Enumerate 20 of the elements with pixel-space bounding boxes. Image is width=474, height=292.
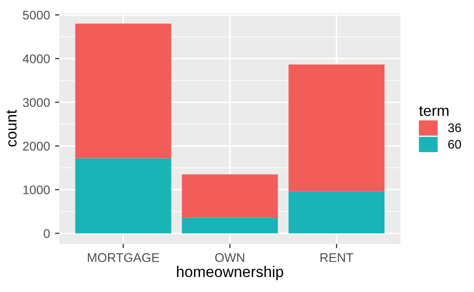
bar xyxy=(182,218,278,234)
x-tick-label: OWN xyxy=(215,253,244,262)
legend-label: 36 xyxy=(448,123,461,132)
bar xyxy=(75,158,172,234)
legend-title: term xyxy=(419,106,448,116)
y-tick-label: 1000 xyxy=(23,185,50,194)
bar xyxy=(288,64,385,192)
y-tick-label: 5000 xyxy=(22,10,50,20)
bar xyxy=(75,24,172,158)
y-tick-label: 3000 xyxy=(22,98,50,107)
x-axis-title: homeownership xyxy=(177,266,284,280)
y-tick-label: 4000 xyxy=(22,54,50,64)
y-tick-label: 0 xyxy=(44,229,50,238)
bar xyxy=(288,191,385,234)
legend-label: 60 xyxy=(448,140,462,149)
y-axis-title: count xyxy=(6,110,17,147)
bar xyxy=(182,174,278,218)
y-tick-label: 2000 xyxy=(23,142,50,151)
x-tick-label: MORTGAGE xyxy=(88,253,160,262)
x-tick-label: RENT xyxy=(320,253,354,262)
